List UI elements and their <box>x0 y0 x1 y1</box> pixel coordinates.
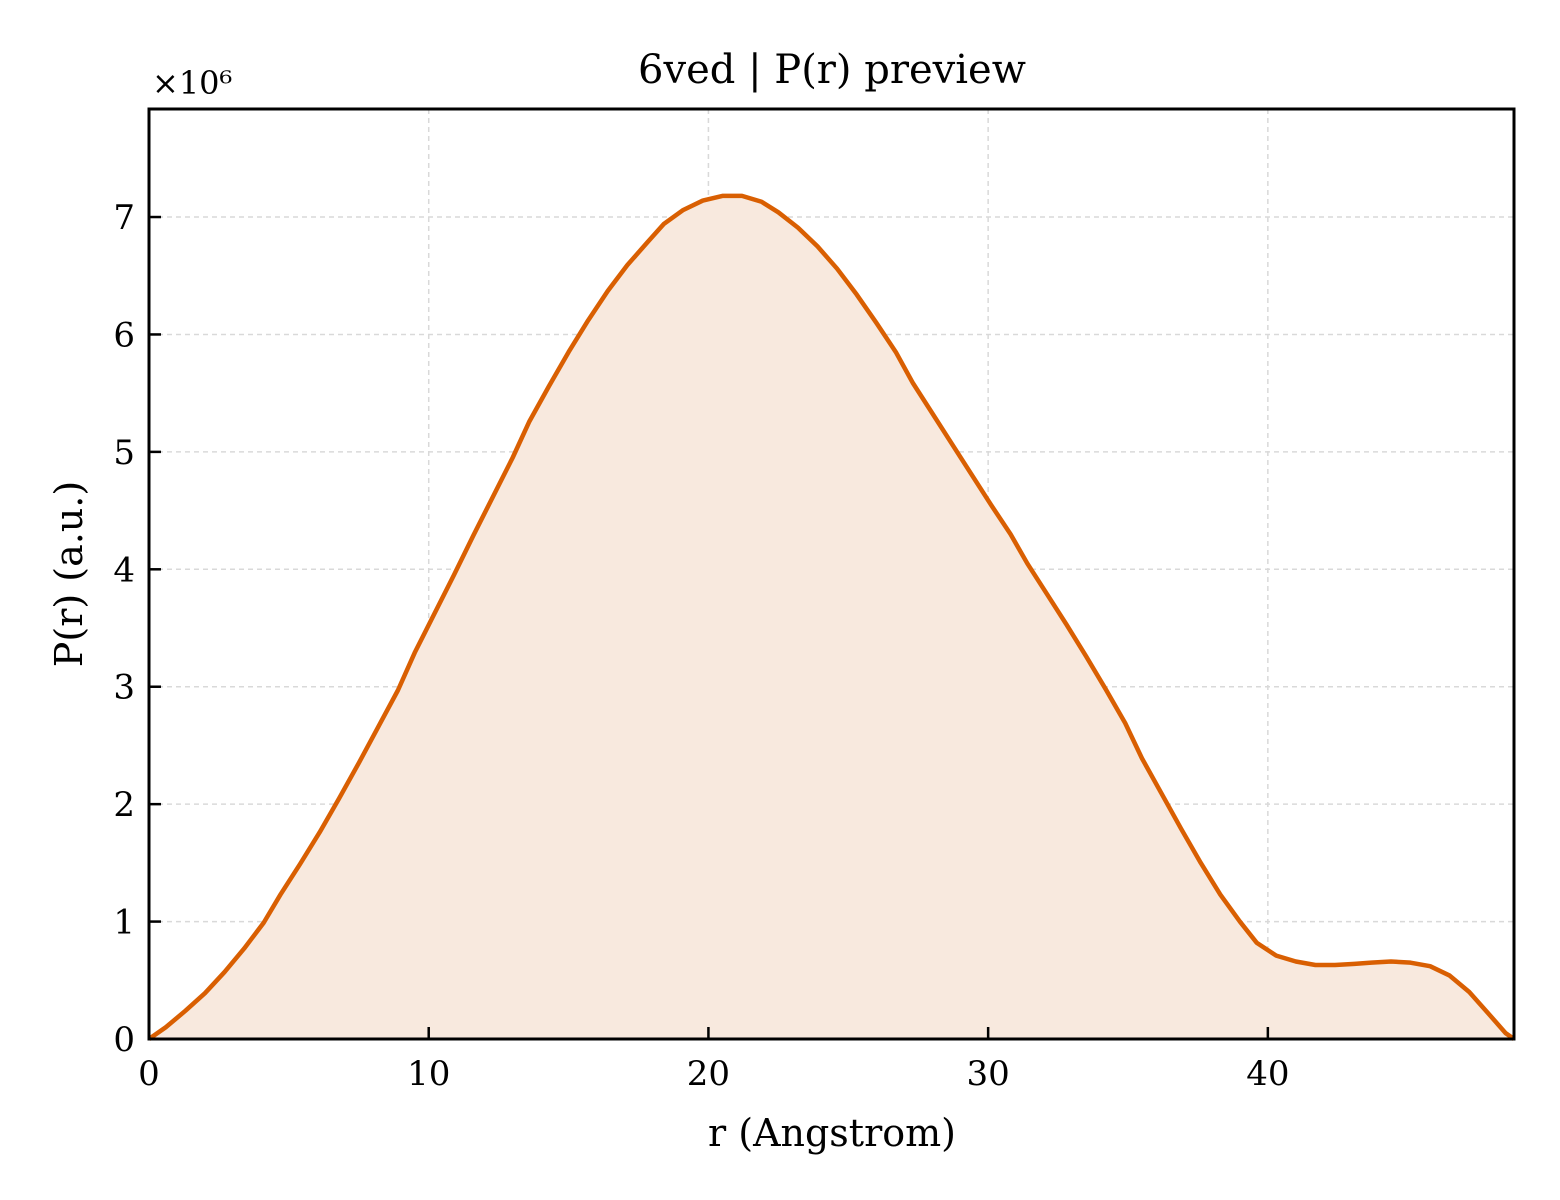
y-tick-label-5: 5 <box>113 433 135 473</box>
y-axis-ticks: 0 1 2 3 4 5 6 7 <box>113 198 161 1060</box>
y-tick-label-1: 1 <box>113 903 135 943</box>
pr-area-fill <box>149 195 1514 1039</box>
y-tick-label-0: 0 <box>113 1020 135 1060</box>
pr-series-line <box>147 193 1516 1041</box>
x-tick-label-1: 10 <box>407 1054 450 1094</box>
y-axis-multiplier: ×10⁶ <box>152 64 232 102</box>
y-tick-label-6: 6 <box>113 315 135 355</box>
y-tick-label-7: 7 <box>113 198 135 238</box>
x-tick-label-2: 20 <box>687 1054 730 1094</box>
y-tick-label-4: 4 <box>113 550 135 590</box>
x-tick-label-3: 30 <box>967 1054 1010 1094</box>
x-tick-label-4: 40 <box>1246 1054 1289 1094</box>
y-axis-label: P(r) (a.u.) <box>47 481 91 667</box>
chart-title: 6ved | P(r) preview <box>638 47 1026 93</box>
y-tick-label-3: 3 <box>113 668 135 708</box>
x-axis-ticks: 0 10 20 30 40 <box>138 1027 1289 1094</box>
plot-frame <box>147 107 1516 1041</box>
x-axis-label: r (Angstrom) <box>708 1111 956 1155</box>
x-tick-label-0: 0 <box>138 1054 160 1094</box>
y-tick-label-2: 2 <box>113 785 135 825</box>
